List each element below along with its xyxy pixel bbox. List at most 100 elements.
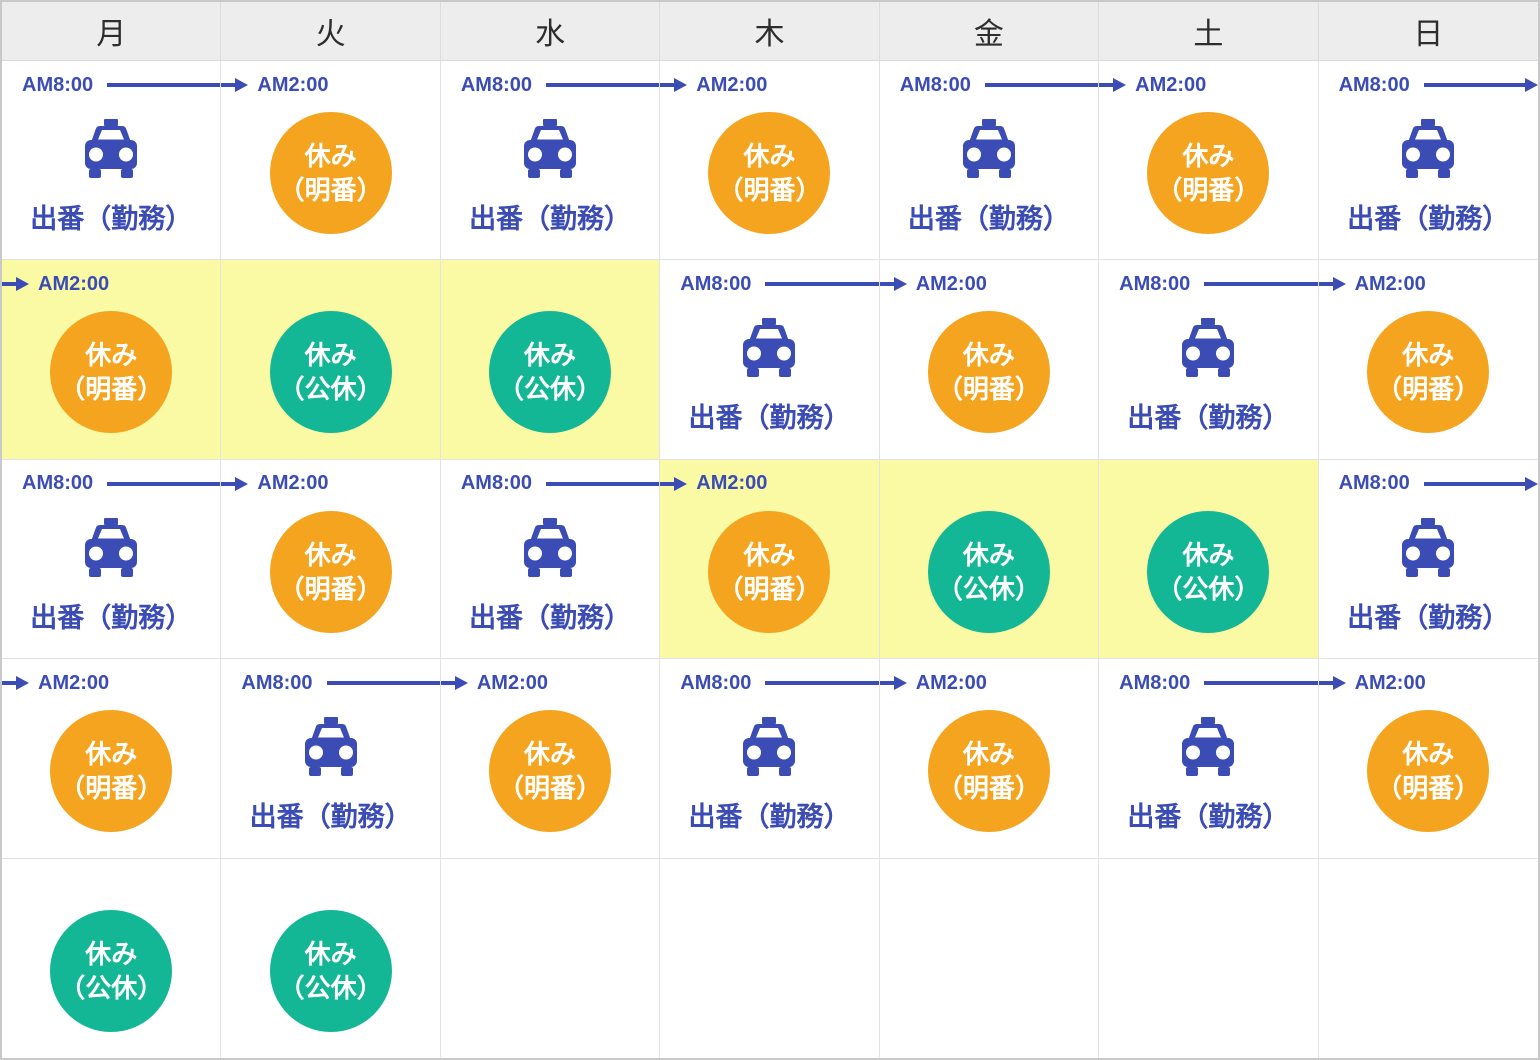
shift-time-row: AM8:00	[1319, 471, 1538, 497]
rest-label-line: 休み	[1402, 739, 1455, 770]
shift-time-row: AM2:00	[221, 471, 439, 497]
rest-ake-badge: 休み （明番）	[269, 510, 392, 633]
shift-start-time: AM8:00	[22, 472, 94, 495]
shift-start-time: AM8:00	[22, 73, 94, 96]
rest-label-line: （公休）	[278, 972, 383, 1003]
rest-label-line: 休み	[743, 141, 796, 171]
rest-koukyu-cell: 休み （公休）	[1099, 459, 1319, 660]
work-shift-label: 出番（勤務）	[30, 602, 193, 633]
rest-ake-badge: 休み （明番）	[50, 710, 173, 833]
rest-koukyu-cell: 休み （公休）	[2, 858, 222, 1058]
rest-label-line: 休み	[85, 340, 138, 371]
rest-label-line: 休み	[962, 340, 1015, 371]
rest-ake-badge: 休み （明番）	[50, 311, 173, 434]
rest-label-line: 休み	[962, 739, 1015, 770]
work-cell: AM8:00 出番（勤務）	[2, 459, 222, 660]
rest-ake-cell: AM2:00 休み （明番）	[440, 659, 661, 859]
shift-start-time: AM8:00	[241, 671, 313, 694]
rest-label-line: （明番）	[498, 773, 603, 804]
rest-koukyu-badge: 休み （公休）	[489, 311, 612, 434]
work-cell: AM8:00 出番（勤務）	[2, 61, 222, 261]
work-shift-label: 出番（勤務）	[249, 802, 412, 833]
shift-start-time: AM8:00	[680, 671, 752, 694]
shift-start-time: AM8:00	[1338, 472, 1410, 495]
arrow-line	[1318, 681, 1333, 686]
taxi-icon	[1319, 119, 1538, 179]
rest-ake-cell: AM2:00 休み （明番）	[660, 61, 880, 261]
arrow-line	[545, 83, 660, 87]
arrow-line	[545, 481, 660, 486]
rest-ake-cell: AM2:00 休み （明番）	[879, 260, 1100, 460]
rest-label-line: 休み	[85, 739, 138, 770]
shift-start-time: AM8:00	[1338, 73, 1410, 96]
rest-ake-badge: 休み （明番）	[489, 710, 612, 833]
rest-koukyu-badge: 休み （公休）	[269, 311, 392, 434]
arrow-line	[326, 681, 440, 686]
arrow-line	[1423, 83, 1525, 87]
shift-time-row: AM8:00	[1099, 271, 1318, 297]
rest-ake-badge: 休み （明番）	[708, 112, 831, 234]
arrow-head-icon	[16, 277, 29, 292]
work-cell: AM8:00 出番（勤務）	[1318, 61, 1538, 261]
arrow-line	[984, 83, 1099, 87]
rest-label-line: （明番）	[59, 374, 164, 405]
shift-start-time: AM8:00	[680, 272, 752, 295]
rest-label-line: （明番）	[278, 573, 383, 604]
work-shift-label: 出番（勤務）	[907, 204, 1070, 234]
taxi-icon	[660, 318, 878, 378]
rest-ake-badge: 休み （明番）	[1147, 112, 1270, 234]
arrow-line	[107, 481, 221, 486]
rest-label-line: （明番）	[1156, 175, 1261, 205]
shift-time-row: AM8:00	[660, 271, 879, 297]
shift-end-time: AM2:00	[1354, 272, 1426, 295]
empty-cell	[1318, 858, 1538, 1058]
rest-label-line: 休み	[524, 340, 577, 371]
arrow-head-icon	[454, 676, 468, 691]
arrow-line	[1204, 681, 1318, 686]
arrow-line	[221, 83, 236, 87]
shift-end-time: AM2:00	[1354, 671, 1426, 694]
arrow-head-icon	[16, 676, 29, 691]
rest-ake-cell: AM2:00 休み （明番）	[221, 61, 441, 261]
shift-end-time: AM2:00	[1135, 73, 1207, 96]
weekday-header-wed: 水	[441, 2, 661, 60]
rest-ake-cell: AM2:00 休み （明番）	[1318, 260, 1538, 460]
taxi-icon	[880, 119, 1098, 179]
rest-label-line: （公休）	[936, 573, 1041, 604]
rest-ake-badge: 休み （明番）	[1367, 710, 1490, 833]
arrow-line	[879, 282, 894, 287]
taxi-icon	[1099, 318, 1317, 378]
empty-cell	[879, 858, 1100, 1058]
weekday-header-mon: 月	[2, 2, 222, 60]
arrow-head-icon	[1332, 676, 1346, 691]
rest-label-line: 休み	[1182, 141, 1235, 171]
rest-koukyu-cell: 休み （公休）	[221, 858, 441, 1058]
arrow-head-icon	[1525, 476, 1538, 491]
work-cell: AM8:00 出番（勤務）	[1099, 659, 1319, 859]
work-shift-label: 出番（勤務）	[688, 403, 851, 434]
shift-time-row: AM8:00	[441, 471, 660, 497]
work-cell: AM8:00 出番（勤務）	[1318, 459, 1538, 660]
empty-cell	[1099, 858, 1319, 1058]
shift-time-row: AM8:00	[1319, 72, 1538, 98]
shift-time-row: AM2:00	[660, 471, 878, 497]
work-shift-label: 出番（勤務）	[30, 204, 193, 234]
rest-ake-badge: 休み （明番）	[708, 510, 831, 633]
rest-ake-badge: 休み （明番）	[1367, 311, 1490, 434]
arrow-head-icon	[1332, 277, 1346, 292]
rest-ake-badge: 休み （明番）	[269, 112, 392, 234]
work-cell: AM8:00 出番（勤務）	[221, 659, 441, 859]
arrow-line	[107, 83, 221, 87]
rest-koukyu-badge: 休み （公休）	[927, 510, 1050, 633]
rest-label-line: 休み	[1182, 539, 1235, 570]
arrow-head-icon	[1525, 78, 1538, 92]
rest-label-line: （公休）	[1156, 573, 1261, 604]
shift-start-time: AM8:00	[899, 73, 971, 96]
work-cell: AM8:00 出番（勤務）	[440, 459, 661, 660]
rest-label-line: 休み	[85, 938, 138, 969]
empty-cell	[660, 858, 880, 1058]
rest-label-line: （公休）	[278, 374, 383, 405]
arrow-head-icon	[893, 676, 907, 691]
shift-time-row: AM2:00	[2, 271, 220, 297]
